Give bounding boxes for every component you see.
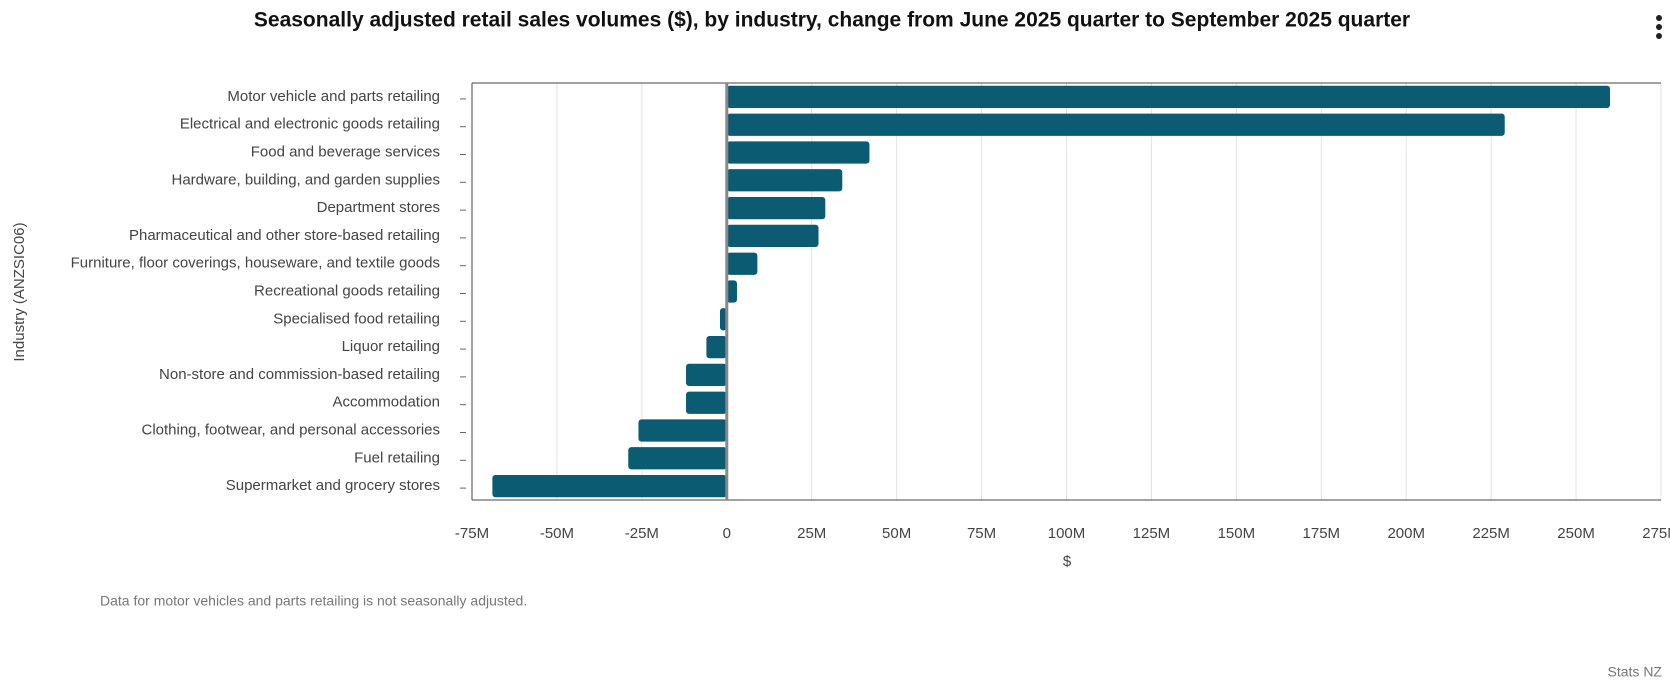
x-tick-label: 150M xyxy=(1218,525,1256,542)
footnote: Data for motor vehicles and parts retail… xyxy=(100,593,527,609)
y-tick-label: Non-store and commission-based retailing xyxy=(159,366,440,383)
y-tick-label: Liquor retailing xyxy=(342,338,440,355)
menu-dot xyxy=(1656,15,1662,21)
y-tick-label: Furniture, floor coverings, houseware, a… xyxy=(71,255,440,272)
menu-dot xyxy=(1656,33,1662,39)
x-tick-label: 250M xyxy=(1557,525,1595,542)
source: Stats NZ xyxy=(1608,664,1663,680)
y-tick-label: Electrical and electronic goods retailin… xyxy=(180,116,440,133)
bar xyxy=(628,447,727,470)
bar xyxy=(726,224,819,248)
y-tick-label: Recreational goods retailing xyxy=(254,282,440,299)
x-tick-label: 25M xyxy=(797,525,826,542)
y-tick-label: Fuel retailing xyxy=(354,449,440,466)
x-tick-label: 225M xyxy=(1472,525,1510,542)
bar xyxy=(726,252,758,275)
bar xyxy=(638,419,727,442)
y-tick-label: Motor vehicle and parts retailing xyxy=(227,88,440,105)
bar xyxy=(492,474,727,498)
y-tick-label: Hardware, building, and garden supplies xyxy=(171,171,440,188)
bar xyxy=(726,280,737,303)
x-tick-label: 175M xyxy=(1303,525,1341,542)
x-tick-label: 100M xyxy=(1048,525,1086,542)
x-tick-label: 0 xyxy=(723,525,731,542)
y-tick-label: Department stores xyxy=(317,199,440,216)
chart-title: Seasonally adjusted retail sales volumes… xyxy=(254,9,1410,32)
bar xyxy=(706,335,727,359)
bar xyxy=(726,141,870,164)
y-tick-label: Specialised food retailing xyxy=(273,310,440,327)
x-tick-label: -50M xyxy=(540,525,574,542)
y-tick-label: Accommodation xyxy=(332,394,440,411)
x-tick-label: -25M xyxy=(625,525,659,542)
y-tick-label: Supermarket and grocery stores xyxy=(226,477,440,494)
x-tick-label: 75M xyxy=(967,525,996,542)
bar xyxy=(726,85,1611,109)
y-tick-label: Food and beverage services xyxy=(251,143,440,160)
y-tick-label: Pharmaceutical and other store-based ret… xyxy=(129,227,440,244)
x-tick-label: 50M xyxy=(882,525,911,542)
bar xyxy=(686,391,727,414)
bar xyxy=(726,113,1505,136)
x-tick-label: 200M xyxy=(1387,525,1425,542)
bar xyxy=(719,308,727,331)
x-axis-title: $ xyxy=(1063,553,1072,570)
menu-button[interactable] xyxy=(1656,15,1662,39)
y-axis-title: Industry (ANZSIC06) xyxy=(11,222,28,361)
bar xyxy=(686,363,727,387)
bar xyxy=(726,169,843,192)
bar xyxy=(726,196,826,220)
menu-dot xyxy=(1656,24,1662,30)
x-tick-label: 125M xyxy=(1133,525,1171,542)
y-tick-label: Clothing, footwear, and personal accesso… xyxy=(141,421,440,438)
x-tick-label: -75M xyxy=(455,525,489,542)
